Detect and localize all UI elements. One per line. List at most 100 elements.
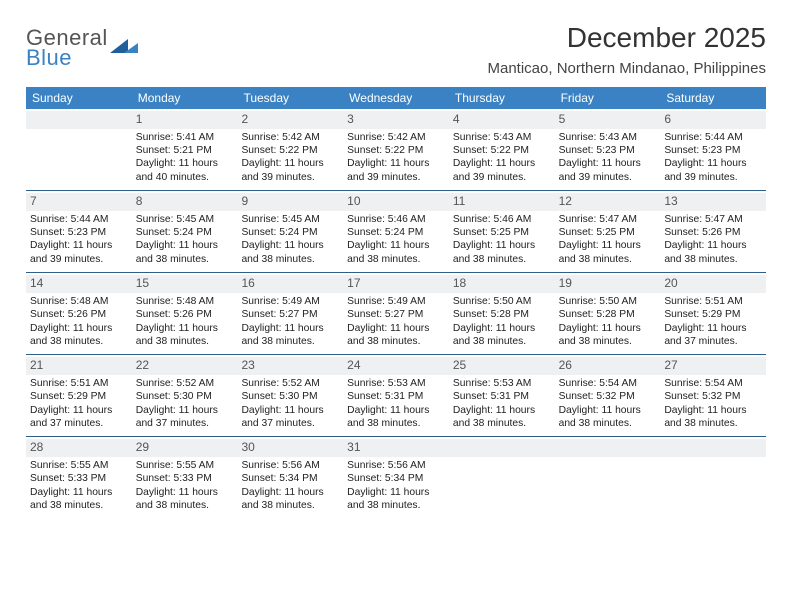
month-title: December 2025 <box>488 22 767 54</box>
day-cell: 20Sunrise: 5:51 AMSunset: 5:29 PMDayligh… <box>660 273 766 354</box>
day-info-line: Sunset: 5:28 PM <box>453 308 551 321</box>
day-info-line: Sunrise: 5:56 AM <box>347 459 445 472</box>
day-info-line: Sunrise: 5:47 AM <box>664 213 762 226</box>
day-info-line: Daylight: 11 hours and 37 minutes. <box>664 322 762 349</box>
day-number: 22 <box>132 357 238 375</box>
day-number: 7 <box>26 193 132 211</box>
day-info-line: Sunset: 5:31 PM <box>453 390 551 403</box>
day-cell <box>555 437 661 518</box>
day-info-line: Sunset: 5:23 PM <box>664 144 762 157</box>
day-cell: 26Sunrise: 5:54 AMSunset: 5:32 PMDayligh… <box>555 355 661 436</box>
day-number: 21 <box>26 357 132 375</box>
day-cell: 9Sunrise: 5:45 AMSunset: 5:24 PMDaylight… <box>237 191 343 272</box>
day-info-line: Sunrise: 5:47 AM <box>559 213 657 226</box>
day-info-line: Daylight: 11 hours and 38 minutes. <box>30 486 128 513</box>
day-cell: 11Sunrise: 5:46 AMSunset: 5:25 PMDayligh… <box>449 191 555 272</box>
day-cell: 22Sunrise: 5:52 AMSunset: 5:30 PMDayligh… <box>132 355 238 436</box>
day-info-line: Daylight: 11 hours and 38 minutes. <box>347 239 445 266</box>
location-label: Manticao, Northern Mindanao, Philippines <box>488 60 767 77</box>
weekday-saturday: Saturday <box>660 87 766 109</box>
day-cell <box>26 109 132 190</box>
weekday-monday: Monday <box>132 87 238 109</box>
day-info-line: Daylight: 11 hours and 38 minutes. <box>559 404 657 431</box>
weekday-thursday: Thursday <box>449 87 555 109</box>
day-info-line: Sunset: 5:25 PM <box>453 226 551 239</box>
day-info-line: Daylight: 11 hours and 39 minutes. <box>241 157 339 184</box>
day-number: 25 <box>449 357 555 375</box>
week-row: 7Sunrise: 5:44 AMSunset: 5:23 PMDaylight… <box>26 191 766 273</box>
day-info-line: Sunrise: 5:52 AM <box>136 377 234 390</box>
day-number: 17 <box>343 275 449 293</box>
day-cell: 5Sunrise: 5:43 AMSunset: 5:23 PMDaylight… <box>555 109 661 190</box>
day-info-line: Sunrise: 5:48 AM <box>30 295 128 308</box>
day-number: 5 <box>555 111 661 129</box>
day-number: 18 <box>449 275 555 293</box>
day-cell: 17Sunrise: 5:49 AMSunset: 5:27 PMDayligh… <box>343 273 449 354</box>
day-number: 13 <box>660 193 766 211</box>
day-info-line: Sunrise: 5:50 AM <box>453 295 551 308</box>
day-number <box>660 439 766 457</box>
day-cell: 27 Sunrise: 5:54 AMSunset: 5:32 PMDayligh… <box>660 355 766 436</box>
day-info-line: Sunrise: 5:51 AM <box>664 295 762 308</box>
day-info-line: Sunset: 5:24 PM <box>347 226 445 239</box>
weekday-tuesday: Tuesday <box>237 87 343 109</box>
day-info-line: Sunset: 5:33 PM <box>136 472 234 485</box>
day-info-line: Daylight: 11 hours and 37 minutes. <box>136 404 234 431</box>
day-number <box>449 439 555 457</box>
day-cell: 31 Sunrise: 5:56 AMSunset: 5:34 PMDayligh… <box>343 437 449 518</box>
day-info-line: Daylight: 11 hours and 39 minutes. <box>30 239 128 266</box>
day-cell: 21Sunrise: 5:51 AMSunset: 5:29 PMDayligh… <box>26 355 132 436</box>
day-info-line: Daylight: 11 hours and 38 minutes. <box>453 239 551 266</box>
day-info-line: Daylight: 11 hours and 38 minutes. <box>347 404 445 431</box>
day-info-line: Sunset: 5:22 PM <box>453 144 551 157</box>
brand-line2: Blue <box>26 48 108 68</box>
day-cell: 19Sunrise: 5:50 AMSunset: 5:28 PMDayligh… <box>555 273 661 354</box>
day-info-line: Sunrise: 5:44 AM <box>30 213 128 226</box>
day-number: 24 <box>343 357 449 375</box>
day-info-line: Sunrise: 5:54 AM <box>664 377 762 390</box>
day-info-line: Sunrise: 5:41 AM <box>136 131 234 144</box>
day-info-line: Daylight: 11 hours and 38 minutes. <box>241 322 339 349</box>
day-number: 27 <box>660 357 766 375</box>
day-number: 8 <box>132 193 238 211</box>
day-info-line: Sunset: 5:22 PM <box>347 144 445 157</box>
day-info-line: Sunset: 5:26 PM <box>30 308 128 321</box>
day-cell: 2Sunrise: 5:42 AMSunset: 5:22 PMDaylight… <box>237 109 343 190</box>
day-cell: 16Sunrise: 5:49 AMSunset: 5:27 PMDayligh… <box>237 273 343 354</box>
week-row: 28Sunrise: 5:55 AMSunset: 5:33 PMDayligh… <box>26 437 766 518</box>
day-info-line: Daylight: 11 hours and 39 minutes. <box>559 157 657 184</box>
day-info-line: Daylight: 11 hours and 38 minutes. <box>664 404 762 431</box>
day-info-line: Daylight: 11 hours and 38 minutes. <box>664 239 762 266</box>
day-cell: 28Sunrise: 5:55 AMSunset: 5:33 PMDayligh… <box>26 437 132 518</box>
day-info-line: Sunrise: 5:55 AM <box>30 459 128 472</box>
day-number: 16 <box>237 275 343 293</box>
day-info-line: Daylight: 11 hours and 37 minutes. <box>30 404 128 431</box>
day-info-line: Sunrise: 5:55 AM <box>136 459 234 472</box>
day-cell <box>449 437 555 518</box>
week-row: 21Sunrise: 5:51 AMSunset: 5:29 PMDayligh… <box>26 355 766 437</box>
day-number: 28 <box>26 439 132 457</box>
day-info-line: Sunrise: 5:48 AM <box>136 295 234 308</box>
day-info-line: Sunset: 5:34 PM <box>347 472 445 485</box>
day-cell: 13Sunrise: 5:47 AMSunset: 5:26 PMDayligh… <box>660 191 766 272</box>
day-info-line: Daylight: 11 hours and 38 minutes. <box>347 322 445 349</box>
day-number: 20 <box>660 275 766 293</box>
day-info-line: Sunrise: 5:53 AM <box>347 377 445 390</box>
day-cell: 10Sunrise: 5:46 AMSunset: 5:24 PMDayligh… <box>343 191 449 272</box>
day-number: 26 <box>555 357 661 375</box>
day-info-line: Sunset: 5:30 PM <box>241 390 339 403</box>
day-cell: 1Sunrise: 5:41 AMSunset: 5:21 PMDaylight… <box>132 109 238 190</box>
day-info-line: Daylight: 11 hours and 39 minutes. <box>347 157 445 184</box>
day-info-line: Daylight: 11 hours and 38 minutes. <box>347 486 445 513</box>
day-info-line: Sunrise: 5:42 AM <box>347 131 445 144</box>
day-info-line: Daylight: 11 hours and 38 minutes. <box>453 404 551 431</box>
day-info-line: Sunrise: 5:50 AM <box>559 295 657 308</box>
day-info-line: Sunset: 5:24 PM <box>241 226 339 239</box>
day-number: 14 <box>26 275 132 293</box>
day-number: 2 <box>237 111 343 129</box>
day-info-line: Sunset: 5:26 PM <box>136 308 234 321</box>
day-info-line: Sunrise: 5:45 AM <box>241 213 339 226</box>
day-info-line: Sunset: 5:32 PM <box>664 390 762 403</box>
day-number: 31 <box>343 439 449 457</box>
day-info-line: Daylight: 11 hours and 39 minutes. <box>664 157 762 184</box>
